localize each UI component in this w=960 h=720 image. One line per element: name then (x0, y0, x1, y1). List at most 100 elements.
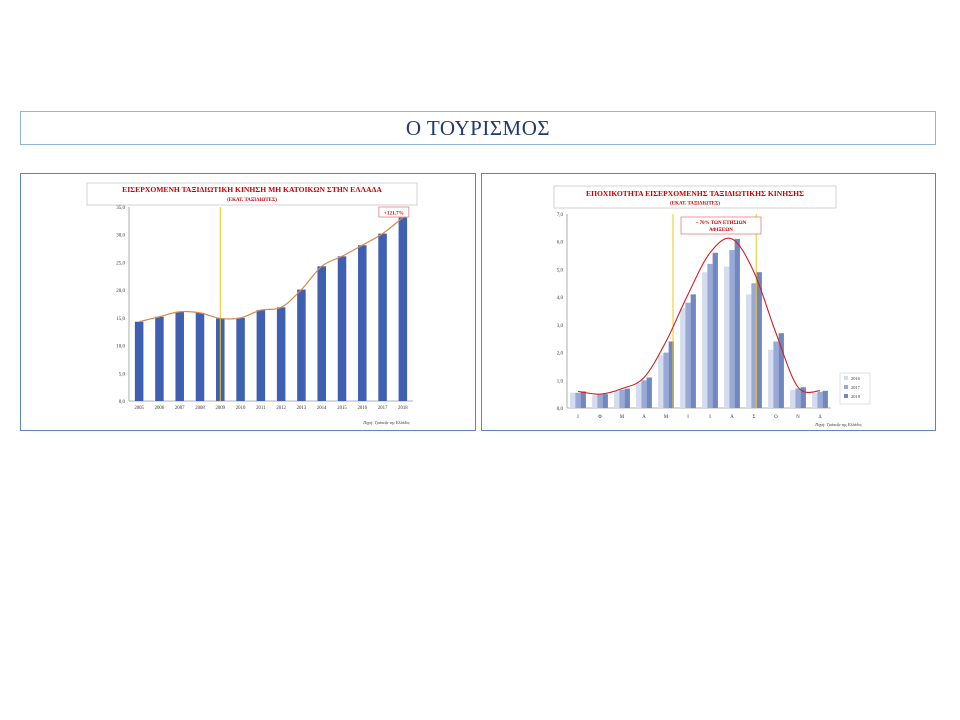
x-tick-label: Σ (753, 415, 756, 420)
chart-subtitle: (ΕΚΑΤ. ΤΑΞΙΔΙΩΤΕΣ) (670, 202, 720, 207)
chart-title: ΕΙΣΕΡΧΟΜΕΝΗ ΤΑΞΙΔΙΩΤΙΚΗ ΚΙΝΗΣΗ ΜΗ ΚΑΤΟΙΚ… (122, 185, 382, 194)
bar-2016-12 (812, 392, 818, 408)
bar-2016-2 (592, 395, 598, 408)
bar-2013 (297, 289, 306, 401)
bar-2017-5 (663, 352, 669, 408)
x-tick-label: 2012 (276, 406, 286, 411)
x-tick-label: 2011 (256, 406, 266, 411)
bar-2006 (155, 316, 164, 401)
legend-label-2018: 2018 (851, 394, 861, 399)
bar-2011 (256, 310, 266, 401)
growth-annotation: +121,7% (384, 211, 404, 217)
chart-title-box (86, 182, 418, 206)
source-note: Πηγή: Τράπεζα της Ελλάδος (814, 422, 862, 427)
y-tick-label: 0,0 (557, 407, 564, 412)
x-tick-label: Α (642, 415, 646, 420)
inbound-travel-chart: ΕΙΣΕΡΧΟΜΕΝΗ ΤΑΞΙΔΙΩΤΙΚΗ ΚΙΝΗΣΗ ΜΗ ΚΑΤΟΙΚ… (86, 182, 418, 425)
x-tick-label: Α (730, 415, 734, 420)
y-tick-label: 35,0 (116, 206, 125, 211)
bar-2016-5 (658, 355, 664, 408)
chart-subtitle: (ΕΚΑΤ. ΤΑΞΙΔΙΩΤΕΣ) (227, 198, 277, 203)
x-tick-label: Ι (577, 415, 579, 420)
bar-2010 (236, 317, 245, 401)
y-tick-label: 25,0 (116, 261, 125, 266)
bar-2018-10 (778, 333, 784, 408)
bar-2016-4 (636, 383, 642, 408)
x-tick-label: 2007 (175, 406, 185, 411)
trend-line (577, 237, 821, 395)
bar-2016-6 (680, 308, 686, 408)
bar-2016 (358, 245, 367, 401)
bar-2017-1 (575, 392, 581, 408)
bar-2018-6 (690, 294, 696, 408)
y-tick-label: 5,0 (557, 268, 564, 273)
x-tick-label: 2005 (134, 406, 144, 411)
x-tick-label: Μ (620, 415, 625, 420)
x-tick-label: Δ (818, 415, 821, 420)
bar-2018-4 (646, 377, 652, 408)
x-tick-label: 2016 (357, 406, 367, 411)
x-tick-label: 2018 (398, 406, 408, 411)
x-tick-label: 2017 (378, 406, 388, 411)
bar-2007 (175, 311, 184, 401)
bar-2005 (134, 321, 144, 401)
bar-2016-11 (790, 389, 796, 408)
bar-2018-7 (712, 252, 718, 408)
bar-2018 (398, 217, 408, 401)
y-tick-label: 6,0 (557, 241, 564, 246)
bar-2008 (195, 312, 205, 401)
y-tick-label: 4,0 (557, 296, 564, 301)
chart-title: ΕΠΟΧΙΚΟΤΗΤΑ ΕΙΣΕΡΧΟΜΕΝΗΣ ΤΑΞΙΔΙΩΤΙΚΗΣ ΚΙ… (586, 189, 804, 198)
y-tick-label: 5,0 (119, 372, 126, 377)
bar-2017-2 (597, 394, 603, 408)
y-tick-label: 30,0 (116, 234, 125, 239)
y-tick-label: 7,0 (557, 213, 564, 218)
trend-line (138, 217, 404, 323)
bar-2018-8 (734, 238, 740, 408)
bar-2017-7 (707, 263, 713, 408)
legend-swatch-2017 (844, 385, 848, 389)
share-annotation-line1: ~ 70% ΤΩΝ ΕΤΗΣΙΩΝ (696, 221, 747, 226)
x-tick-label: 2009 (215, 406, 225, 411)
y-tick-label: 1,0 (557, 379, 564, 384)
bar-2016-3 (614, 391, 620, 408)
bar-2016-9 (746, 294, 752, 408)
y-tick-label: 15,0 (116, 317, 125, 322)
bar-2018-11 (800, 387, 806, 408)
x-tick-label: 2010 (236, 406, 246, 411)
x-tick-label: 2014 (317, 406, 327, 411)
seasonality-chart-panel: ΕΠΟΧΙΚΟΤΗΤΑ ΕΙΣΕΡΧΟΜΕΝΗΣ ΤΑΞΙΔΙΩΤΙΚΗΣ ΚΙ… (481, 173, 936, 431)
y-tick-label: 0,0 (119, 400, 126, 405)
legend-swatch-2018 (844, 394, 848, 398)
legend-swatch-2016 (844, 376, 848, 380)
bar-2018-5 (668, 341, 674, 408)
y-tick-label: 20,0 (116, 289, 125, 294)
bar-2016-10 (768, 349, 774, 408)
bar-2017-6 (685, 302, 691, 408)
x-tick-label: Ν (796, 415, 800, 420)
share-annotation-box (680, 216, 762, 235)
bar-2017-8 (729, 250, 735, 408)
bar-2012 (276, 307, 286, 401)
legend-label-2016: 2016 (851, 376, 861, 381)
y-tick-label: 3,0 (557, 324, 564, 329)
y-tick-label: 10,0 (116, 345, 125, 350)
bar-2017 (378, 233, 387, 401)
seasonality-chart: ΕΠΟΧΙΚΟΤΗΤΑ ΕΙΣΕΡΧΟΜΕΝΗΣ ΤΑΞΙΔΙΩΤΙΚΗΣ ΚΙ… (553, 185, 871, 427)
bar-2016-7 (702, 272, 708, 408)
x-tick-label: 2008 (195, 406, 205, 411)
share-annotation-line2: ΑΦΙΞΕΩΝ (709, 228, 733, 233)
x-tick-label: 2015 (337, 406, 347, 411)
bar-2017-12 (817, 391, 823, 408)
x-tick-label: 2006 (155, 406, 165, 411)
x-tick-label: Ι (709, 415, 711, 420)
bar-2018-9 (756, 272, 762, 408)
inbound-travel-chart-panel: ΕΙΣΕΡΧΟΜΕΝΗ ΤΑΞΙΔΙΩΤΙΚΗ ΚΙΝΗΣΗ ΜΗ ΚΑΤΟΙΚ… (20, 173, 476, 431)
y-tick-label: 2,0 (557, 352, 564, 357)
source-note: Πηγή: Τράπεζα της Ελλάδος (362, 420, 410, 425)
bar-2016-1 (570, 392, 576, 408)
x-tick-label: Μ (664, 415, 669, 420)
bar-2018-1 (580, 391, 586, 408)
x-tick-label: 2013 (297, 406, 307, 411)
bar-2015 (337, 256, 347, 401)
